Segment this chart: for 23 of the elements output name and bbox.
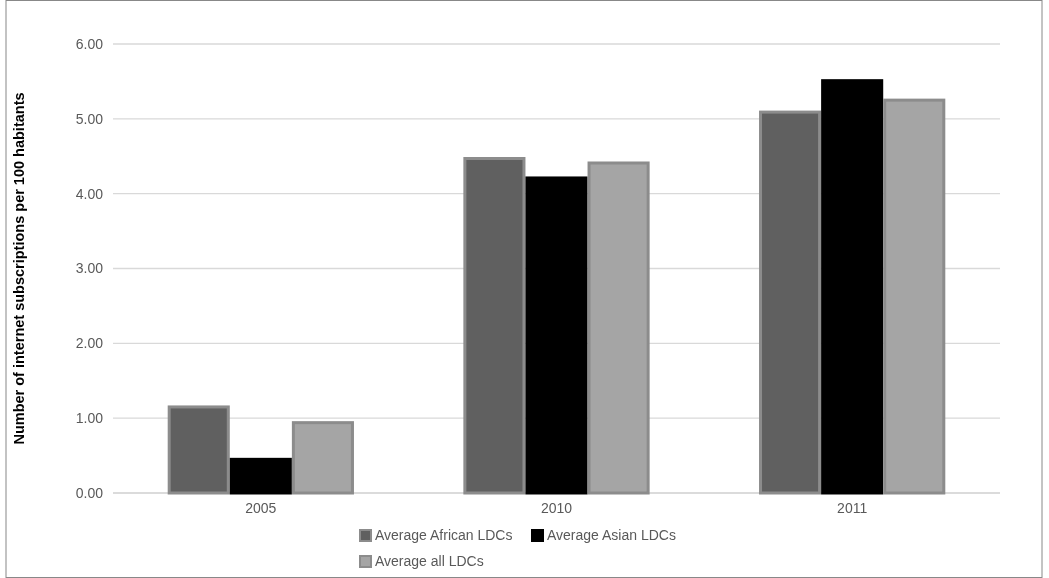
bar xyxy=(463,157,526,495)
bar xyxy=(759,110,822,495)
y-tick-label: 5.00 xyxy=(75,110,104,127)
bar xyxy=(821,79,884,495)
legend-label: Average Asian LDCs xyxy=(547,527,676,543)
x-tick-label: 2010 xyxy=(540,499,573,516)
bar xyxy=(167,405,230,495)
bar xyxy=(525,176,588,495)
y-tick-label: 0.00 xyxy=(75,484,104,501)
bar xyxy=(229,457,292,495)
y-tick-label: 3.00 xyxy=(75,260,104,277)
bar xyxy=(883,98,946,495)
legend-label: Average African LDCs xyxy=(375,527,513,543)
y-tick-label: 1.00 xyxy=(75,410,104,427)
y-axis-title: Number of internet subscriptions per 100 habitants xyxy=(11,92,27,445)
y-tick-label: 2.00 xyxy=(75,335,104,352)
bar xyxy=(291,421,354,495)
legend-label: Average all LDCs xyxy=(375,553,484,569)
y-tick-label: 6.00 xyxy=(75,35,104,52)
x-tick-label: 2005 xyxy=(245,499,277,516)
y-tick-label: 4.00 xyxy=(75,185,104,202)
bar xyxy=(587,161,650,495)
x-tick-label: 2011 xyxy=(837,499,868,516)
